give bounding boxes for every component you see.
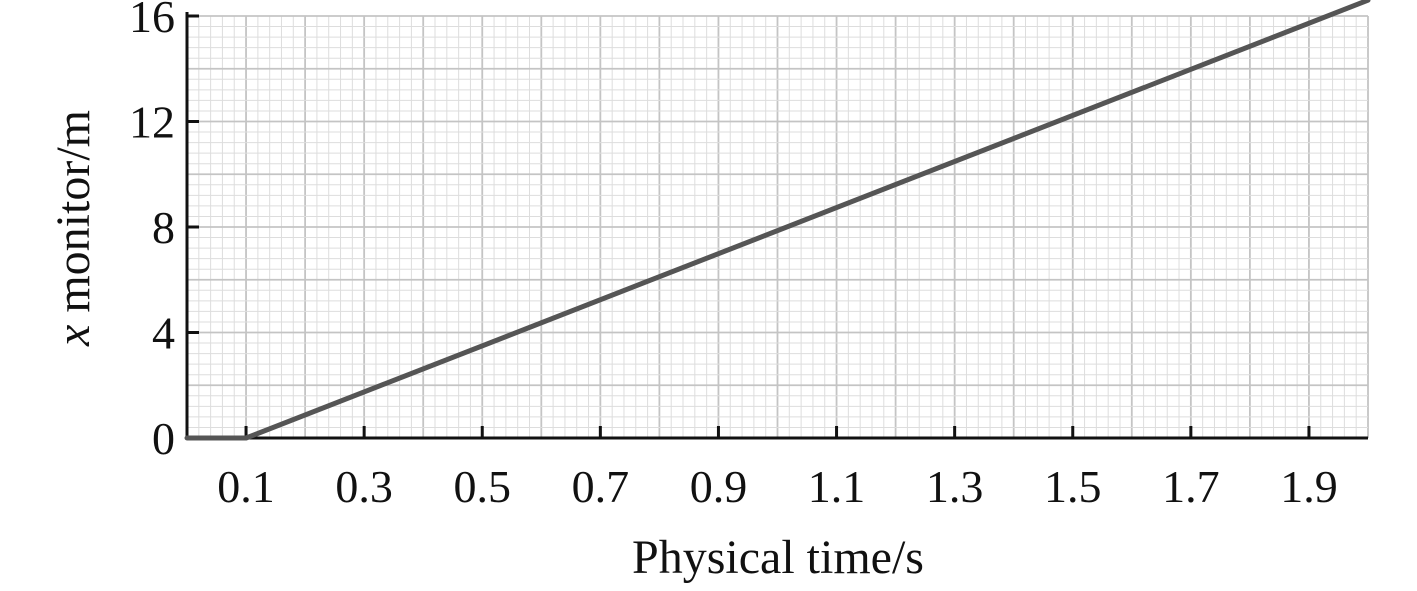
x-axis-title: Physical time/s	[632, 531, 924, 584]
y-tick-label: 4	[152, 308, 175, 359]
series-line	[184, 0, 1371, 441]
x-tick-label: 1.1	[808, 461, 866, 512]
x-tick-label: 1.3	[926, 461, 984, 512]
y-tick-label: 8	[152, 202, 175, 253]
x-tick-label: 0.9	[690, 461, 748, 512]
series-layer	[184, 0, 1371, 441]
x-tick-label: 1.7	[1162, 461, 1220, 512]
y-axis-title-variable: x	[47, 325, 100, 347]
y-tick-label: 0	[152, 413, 175, 464]
x-tick-label: 1.9	[1280, 461, 1338, 512]
axes	[185, 12, 1368, 440]
y-tick-label: 12	[129, 97, 175, 148]
grid	[186, 15, 1369, 439]
y-tick-label: 16	[129, 0, 175, 42]
y-axis-title: x monitor/m	[47, 110, 100, 347]
x-tick-label: 0.1	[217, 461, 275, 512]
x-tick-label: 0.3	[335, 461, 393, 512]
x-tick-label: 0.5	[454, 461, 512, 512]
tick-labels: 0.1 0.3 0.5 0.7 0.9 1.1 1.3 1.5 1.7 1.9 0 4 8 12 16	[129, 0, 1338, 512]
y-axis-title-unit: monitor/m	[47, 110, 100, 325]
x-tick-label: 0.7	[572, 461, 630, 512]
x-tick-label: 1.5	[1044, 461, 1102, 512]
